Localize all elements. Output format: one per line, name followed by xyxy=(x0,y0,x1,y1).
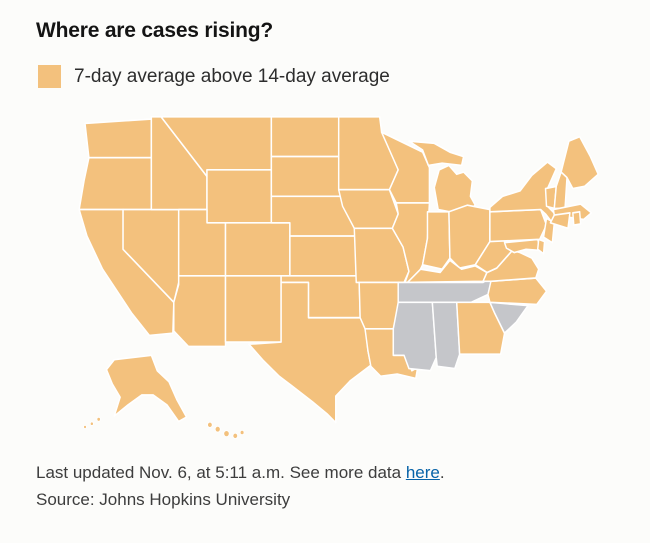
updated-prefix: Last updated Nov. 6, at 5:11 a.m. See mo… xyxy=(36,463,406,483)
source-text: Source: Johns Hopkins University xyxy=(36,489,291,509)
state-south-carolina xyxy=(489,301,529,335)
see-more-data-link[interactable]: here xyxy=(405,463,440,483)
us-map-svg xyxy=(78,116,599,440)
state-kansas xyxy=(289,235,360,277)
updated-suffix: . xyxy=(439,463,445,483)
chart-card: Where are cases rising? 7-day average ab… xyxy=(36,19,616,513)
state-rhode-island xyxy=(572,211,582,227)
last-updated-text: Last updated Nov. 6, at 5:11 a.m. See mo… xyxy=(36,460,616,486)
state-alaska xyxy=(83,354,188,430)
state-connecticut xyxy=(549,212,571,230)
state-wyoming xyxy=(206,169,273,224)
legend-label: 7-day average above 14-day average xyxy=(74,65,390,87)
legend: 7-day average above 14-day average xyxy=(38,65,616,89)
state-colorado xyxy=(224,222,291,277)
page-title: Where are cases rising? xyxy=(36,19,274,42)
us-map xyxy=(46,108,606,448)
state-texas xyxy=(248,281,372,424)
state-maine xyxy=(560,136,599,190)
state-new-hampshire xyxy=(553,171,568,210)
state-north-dakota xyxy=(270,116,342,158)
footer: Last updated Nov. 6, at 5:11 a.m. See mo… xyxy=(36,460,616,513)
state-oregon xyxy=(78,157,153,211)
state-hawaii xyxy=(207,421,245,440)
state-michigan xyxy=(408,140,476,213)
state-new-mexico xyxy=(224,275,282,344)
state-washington xyxy=(84,118,153,159)
state-pennsylvania xyxy=(489,208,548,243)
state-north-carolina xyxy=(487,277,548,306)
state-south-dakota xyxy=(270,155,344,198)
state-delaware xyxy=(536,238,546,255)
legend-swatch xyxy=(38,65,61,89)
state-arizona xyxy=(173,275,227,348)
state-alabama xyxy=(431,301,461,370)
